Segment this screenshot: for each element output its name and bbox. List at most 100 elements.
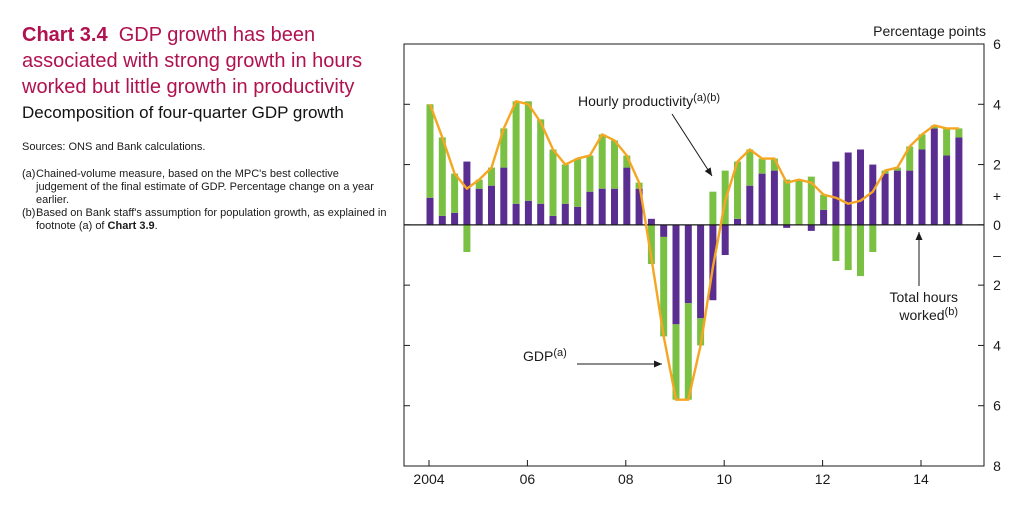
hours-bar	[623, 167, 631, 225]
y-tick-label: 2	[993, 157, 1001, 173]
footnote-key: (b)	[22, 207, 36, 219]
productivity-annotation: Hourly productivity(a)(b)	[578, 92, 720, 109]
footnote-text-end: .	[154, 220, 158, 232]
productivity-bar	[475, 179, 483, 189]
productivity-arrow	[671, 113, 713, 177]
hours-bar	[426, 197, 434, 225]
productivity-bar	[783, 179, 791, 225]
annotations-layer: Hourly productivity(a)(b)GDP(a)Total hou…	[523, 92, 958, 368]
productivity-bar	[537, 119, 545, 204]
productivity-bar	[524, 101, 532, 201]
y-tick-label: 8	[993, 458, 1001, 474]
hours-bar	[463, 161, 471, 225]
hours-bar	[684, 224, 692, 304]
chart-text-panel: Chart 3.4 GDP growth has been associated…	[22, 22, 392, 233]
y-tick-label: 4	[993, 337, 1001, 353]
productivity-bar	[549, 149, 557, 216]
productivity-bar	[918, 134, 926, 150]
hours-bar	[906, 170, 914, 225]
productivity-bar	[734, 161, 741, 219]
hours-bar	[857, 149, 864, 225]
productivity-bar	[500, 128, 508, 168]
productivity-bar	[574, 158, 582, 207]
footnote-text: Based on Bank staff's assumption for pop…	[36, 207, 387, 232]
hours-bar	[881, 173, 889, 225]
gdp-line	[428, 100, 959, 401]
hours-bar	[783, 224, 791, 228]
chart-reference: Chart 3.9	[107, 220, 155, 232]
productivity-bar	[893, 167, 901, 171]
arrow-head	[704, 167, 712, 176]
hours-bar	[943, 155, 951, 225]
annotation-line: worked	[898, 307, 944, 323]
hours-bar	[820, 209, 828, 225]
productivity-bar	[684, 303, 692, 400]
y-tick-label: 6	[993, 36, 1001, 52]
hours-bar	[746, 185, 754, 225]
arrow-shaft	[671, 113, 713, 177]
plus-sign: +	[993, 188, 1001, 204]
productivity-bar	[807, 176, 815, 225]
annotation-line: GDP	[523, 348, 553, 364]
hours-bar	[438, 215, 446, 225]
hours-bar	[475, 188, 483, 225]
hours-bar	[869, 164, 877, 225]
axes-layer: 6 4 2 0 2 4 6 8 + – 2004 06 08 10 12 14	[404, 36, 1001, 487]
sources-line: Sources: ONS and Bank calculations.	[22, 141, 206, 153]
y-unit-label: Percentage points	[873, 23, 986, 39]
hours-annotation: Total hours worked(b)	[890, 289, 958, 323]
footnote-text: Chained-volume measure, based on the MPC…	[36, 168, 374, 206]
productivity-bar	[697, 318, 705, 346]
productivity-bar	[758, 158, 766, 174]
annotation-superscript: (b)	[945, 306, 958, 318]
productivity-bar	[955, 128, 963, 138]
hours-bar	[635, 188, 643, 225]
hours-bar	[807, 224, 815, 231]
annotation-line: Total hours	[890, 289, 958, 305]
productivity-bar	[623, 155, 631, 168]
productivity-bar	[438, 137, 446, 216]
productivity-bar	[820, 194, 828, 210]
productivity-bar	[512, 101, 520, 204]
productivity-bar	[844, 224, 852, 271]
hours-bar	[586, 191, 594, 225]
hours-bar	[574, 206, 582, 225]
productivity-bar	[586, 155, 594, 192]
hours-bar	[734, 218, 741, 225]
hours-bar	[537, 203, 545, 225]
chart-number: Chart 3.4	[22, 24, 108, 46]
hours-bar	[549, 215, 557, 225]
productivity-bar	[857, 224, 864, 277]
hours-bar	[524, 200, 532, 225]
arrow-head	[654, 360, 662, 368]
hours-bar	[647, 218, 655, 225]
y-tick-label: 4	[993, 96, 1001, 112]
annotation-superscript: (a)(b)	[693, 92, 720, 104]
productivity-bar	[647, 224, 655, 265]
hours-bar	[561, 203, 569, 225]
productivity-bar	[832, 224, 840, 262]
productivity-bar	[672, 324, 680, 400]
y-tick-label: 0	[993, 217, 1001, 233]
hours-bar	[500, 167, 508, 225]
productivity-bar	[660, 236, 668, 337]
productivity-bar	[770, 158, 778, 171]
hours-arrow	[915, 232, 923, 286]
annotation-line: Hourly productivity	[578, 93, 693, 109]
minus-sign: –	[993, 247, 1001, 263]
hours-bar	[672, 224, 680, 325]
hours-bar	[832, 161, 840, 225]
hours-bar	[451, 212, 459, 225]
productivity-bar	[611, 140, 618, 189]
productivity-bar	[488, 167, 495, 186]
arrow-head	[915, 232, 923, 240]
gdp-arrow	[577, 360, 662, 368]
productivity-bar	[709, 191, 717, 225]
hours-bar	[611, 188, 618, 225]
hours-bar	[844, 152, 852, 225]
x-tick-label: 14	[913, 471, 929, 487]
y-tick-label: 6	[993, 398, 1001, 414]
productivity-bar	[795, 179, 803, 225]
footnote-a: (a) Chained-volume measure, based on the…	[22, 168, 392, 207]
